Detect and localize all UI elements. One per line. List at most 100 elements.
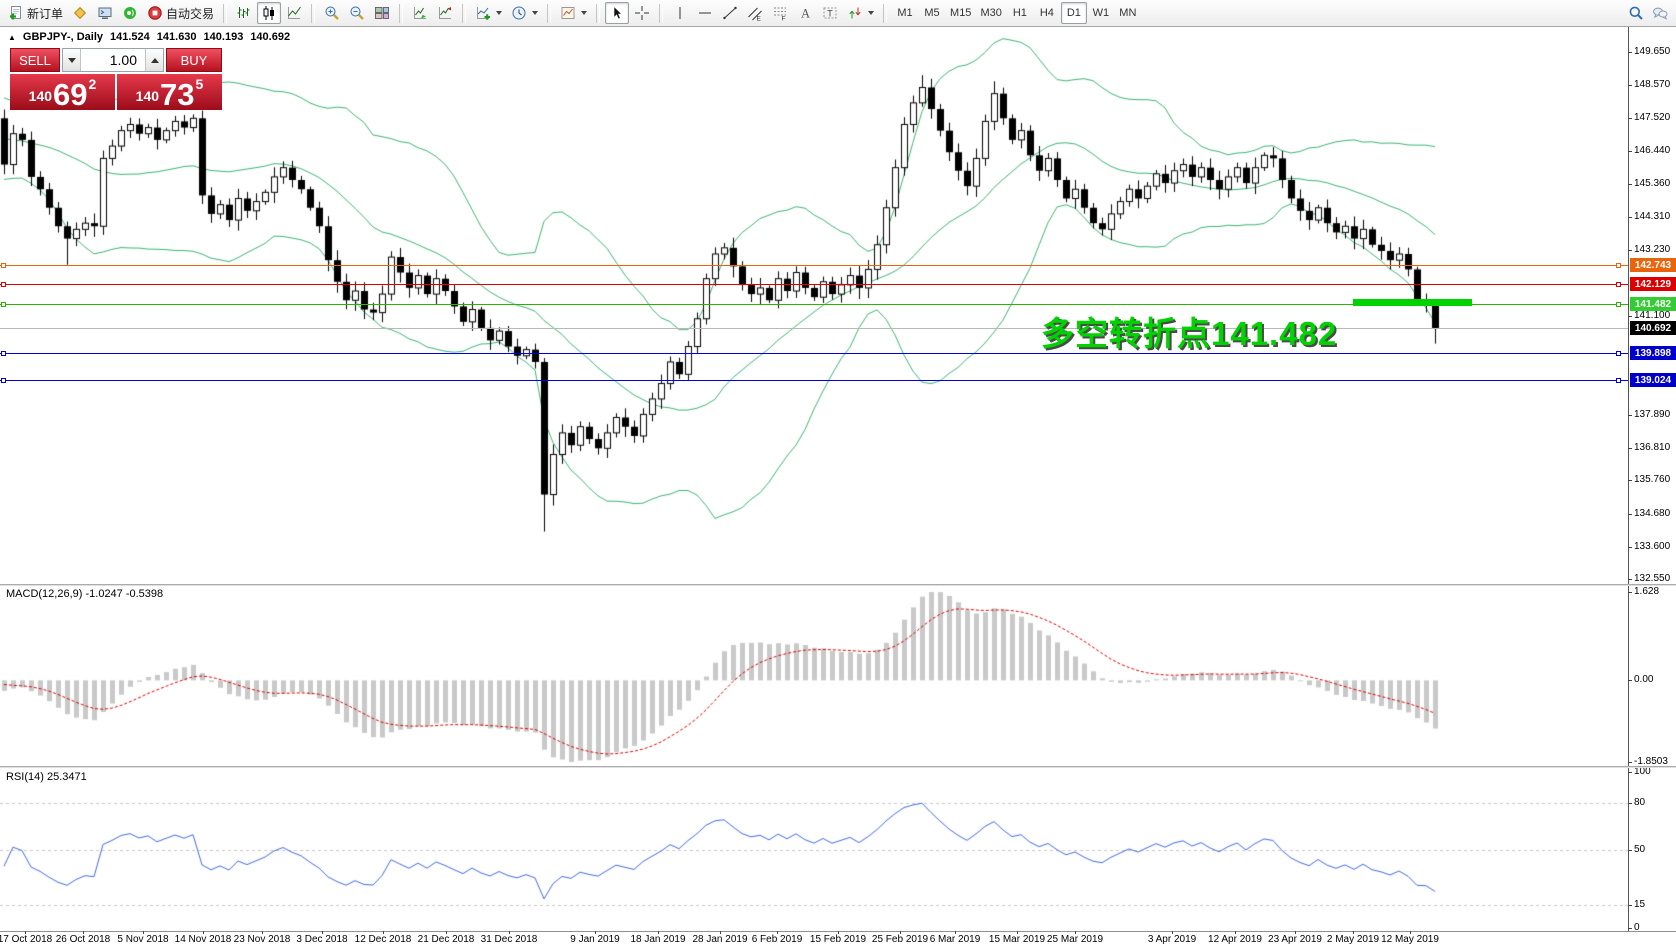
price-tick-mark [1628,184,1632,185]
support-line-139898-handle[interactable] [1,351,6,356]
buy-button[interactable]: BUY [166,48,222,72]
chevron-down-icon[interactable] [532,11,539,15]
date-tick-mark [777,931,778,934]
chevron-down-icon[interactable] [496,11,503,15]
timeframe-mn-button[interactable]: MN [1119,7,1137,19]
price-tick-mark [1628,52,1632,53]
bid-price-line[interactable] [0,328,1628,329]
zoom-in-button[interactable] [320,2,344,24]
buy-price-pip: 5 [195,76,204,92]
sell-price-display[interactable]: 140 69 2 [10,74,115,110]
vertical-line-button[interactable] [668,2,692,24]
chevron-down-icon[interactable] [868,11,875,15]
chart-shift-button[interactable] [433,2,457,24]
price-tick-label: 143.230 [1634,244,1671,255]
timeframe-h1-button[interactable]: H1 [1012,7,1027,19]
new-order-button[interactable]: 新订单 [4,2,67,24]
search-icon [1628,5,1644,21]
crosshair-button[interactable] [630,2,654,24]
fibonacci-button[interactable]: F [768,2,792,24]
zoom-out-button[interactable] [345,2,369,24]
rsi-value: 25.3471 [46,771,87,783]
search-button[interactable] [1624,2,1648,24]
support-line-141482[interactable] [0,304,1628,305]
date-label: 6 Feb 2019 [751,934,803,945]
toolbar-separator [596,3,601,23]
text-label-icon: T [822,5,838,21]
metaeditor-button[interactable] [68,2,92,24]
timeframe-m15-button[interactable]: M15 [950,7,972,19]
sell-button[interactable]: SELL [10,48,60,72]
date-tick-mark [1353,931,1354,934]
date-tick-mark [720,931,721,934]
timeframe-m5-button[interactable]: M5 [924,7,940,19]
terminal-button[interactable] [93,2,117,24]
pane-separator[interactable] [0,584,1676,586]
autotrading-button[interactable]: 自动交易 [143,2,218,24]
volume-increase-button[interactable] [145,49,163,71]
line-chart-button[interactable] [282,2,306,24]
terminal-icon [97,5,113,21]
support-line-139024[interactable] [0,380,1628,381]
support-line-141482-handle[interactable] [1,302,6,307]
date-tick-mark [509,931,510,934]
resistance-line-142743-handle[interactable] [1,263,6,268]
equidistant-channel-button[interactable]: E [743,2,767,24]
tile-windows-button[interactable] [370,2,394,24]
support-line-139024-handle[interactable] [1,378,6,383]
community-button[interactable] [1648,2,1672,24]
timeframe-m30-button[interactable]: M30 [980,7,1002,19]
text-button[interactable]: A [793,2,817,24]
rsi-tick-mark [1628,772,1632,773]
bar-chart-button[interactable] [232,2,256,24]
rsi-tick-label: 80 [1634,797,1646,808]
sell-price-pip: 2 [88,76,97,92]
price-tick-mark [1628,448,1632,449]
chart-shift-icon [437,5,453,21]
resistance-line-142129-handle[interactable] [1616,282,1621,287]
chevron-down-icon[interactable] [581,11,588,15]
resistance-line-142129[interactable] [0,284,1628,285]
indicators-icon [475,5,491,21]
text-label-button[interactable]: T [818,2,842,24]
volume-input[interactable]: 1.00 [81,49,145,71]
volume-decrease-button[interactable] [63,49,81,71]
macd-tick-label: 0.00 [1634,674,1654,685]
cursor-button[interactable] [605,2,630,24]
buy-price-big: 73 [160,77,195,112]
support-line-139024-handle[interactable] [1616,378,1621,383]
buy-price-display[interactable]: 140 73 5 [117,74,222,110]
ohlc-close: 140.692 [250,31,291,43]
support-line-139898-handle[interactable] [1616,351,1621,356]
support-highlight-bar[interactable] [1353,299,1472,306]
arrows-button[interactable] [843,2,878,24]
timeframe-d1-button[interactable]: D1 [1060,2,1087,24]
candlestick-button[interactable] [257,2,282,24]
signals-button[interactable] [118,2,142,24]
price-tick-mark [1628,514,1632,515]
date-tick-mark [838,931,839,934]
templates-button[interactable] [556,2,591,24]
auto-scroll-button[interactable] [408,2,432,24]
horizontal-line-button[interactable] [693,2,717,24]
zoom-in-icon [324,5,340,21]
date-label: 12 May 2019 [1381,934,1439,945]
resistance-line-142743-handle[interactable] [1616,263,1621,268]
timeframe-m1-button[interactable]: M1 [897,7,913,19]
pane-separator[interactable] [0,766,1676,768]
indicators-button[interactable] [471,2,506,24]
support-line-141482-handle[interactable] [1616,302,1621,307]
svg-text:F: F [782,16,786,22]
trendline-button[interactable] [718,2,742,24]
resistance-line-142129-handle[interactable] [1,282,6,287]
support-line-139898[interactable] [0,353,1628,354]
resistance-line-142743[interactable] [0,265,1628,266]
fibonacci-icon: F [772,5,788,21]
timeframe-h4-button[interactable]: H4 [1039,7,1054,19]
price-tick-mark [1628,547,1632,548]
periods-button[interactable] [507,2,542,24]
timeframe-w1-button[interactable]: W1 [1092,7,1110,19]
collapse-icon[interactable]: ▲ [8,32,16,42]
pivot-annotation-text[interactable]: 多空转折点141.482 [1041,315,1338,352]
